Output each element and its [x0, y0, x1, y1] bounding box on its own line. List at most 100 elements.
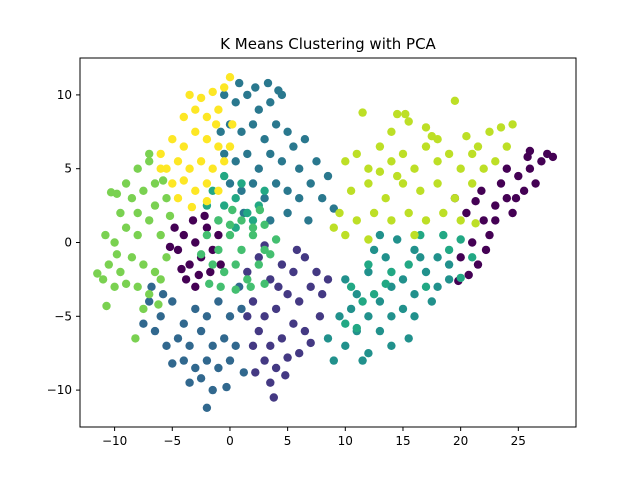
data-point — [260, 194, 269, 203]
data-point — [387, 312, 396, 321]
data-point — [266, 250, 275, 259]
data-point — [243, 90, 252, 100]
data-point — [398, 275, 408, 284]
y-tick-label: 5 — [64, 162, 72, 176]
data-point — [191, 304, 200, 314]
data-point — [202, 179, 212, 188]
data-point — [179, 356, 188, 365]
data-point — [220, 267, 229, 277]
data-point — [381, 194, 390, 203]
data-point — [191, 186, 200, 195]
data-point — [481, 245, 491, 255]
data-point — [318, 194, 327, 203]
data-point — [202, 112, 212, 122]
data-point — [292, 245, 302, 255]
data-point — [168, 135, 177, 144]
data-point — [433, 253, 442, 262]
data-point — [421, 123, 431, 132]
data-point — [239, 368, 248, 377]
data-point — [456, 216, 465, 225]
data-point — [196, 374, 206, 383]
data-point — [364, 260, 373, 269]
data-point — [364, 312, 373, 321]
data-point — [274, 282, 283, 291]
data-point — [398, 149, 408, 159]
data-point — [289, 142, 298, 151]
data-point — [393, 109, 402, 119]
data-point — [139, 186, 148, 195]
data-point — [381, 279, 390, 288]
data-point — [364, 179, 373, 188]
data-point — [502, 164, 511, 173]
data-point — [121, 279, 131, 288]
data-point — [329, 223, 338, 232]
data-point — [168, 359, 177, 368]
data-point — [468, 179, 477, 188]
data-point — [410, 164, 419, 173]
data-point — [375, 297, 385, 306]
data-point — [255, 205, 265, 215]
data-point — [156, 149, 165, 159]
data-point — [208, 164, 217, 173]
data-point — [269, 393, 278, 402]
data-point — [254, 253, 263, 262]
data-point — [185, 260, 194, 269]
data-point — [271, 179, 281, 188]
data-point — [181, 275, 191, 284]
data-point — [456, 164, 465, 173]
data-point — [214, 230, 223, 240]
data-point — [421, 282, 431, 291]
data-point — [251, 83, 260, 92]
data-point — [102, 301, 111, 311]
data-point — [364, 267, 373, 277]
data-point — [162, 341, 171, 350]
data-point — [220, 334, 229, 343]
data-point — [254, 260, 263, 269]
data-point — [364, 235, 373, 244]
data-point — [112, 250, 122, 259]
data-point — [462, 132, 471, 141]
data-point — [410, 230, 419, 240]
data-point — [433, 179, 442, 188]
data-point — [341, 275, 350, 284]
data-point — [216, 260, 225, 269]
data-point — [381, 253, 390, 262]
data-point — [179, 319, 188, 328]
data-point — [131, 334, 140, 343]
data-point — [110, 282, 119, 291]
data-point — [352, 216, 361, 225]
data-point — [341, 157, 350, 166]
data-point — [439, 208, 448, 218]
data-point — [375, 142, 385, 151]
data-point — [525, 164, 535, 173]
data-point — [248, 216, 258, 225]
data-point — [98, 275, 108, 284]
data-point — [191, 238, 200, 247]
data-point — [306, 179, 315, 188]
data-point — [214, 363, 223, 373]
data-point — [145, 297, 154, 306]
data-point — [187, 202, 197, 212]
data-point — [444, 245, 454, 255]
data-point — [266, 98, 275, 107]
data-point — [248, 297, 258, 306]
data-point — [106, 188, 116, 197]
data-point — [502, 142, 511, 151]
data-point — [283, 353, 292, 362]
data-point — [277, 157, 287, 166]
data-point — [202, 403, 212, 412]
data-point — [156, 164, 165, 173]
data-point — [346, 304, 356, 314]
data-point — [369, 245, 379, 255]
data-point — [127, 253, 137, 262]
data-point — [179, 176, 188, 185]
data-point — [246, 282, 255, 291]
data-point — [502, 194, 511, 203]
data-point — [266, 378, 275, 387]
data-point — [289, 267, 298, 277]
data-point — [254, 164, 263, 173]
x-tick-label: −5 — [163, 434, 181, 448]
data-point — [251, 368, 260, 377]
data-point — [508, 120, 517, 129]
data-point — [225, 73, 235, 82]
